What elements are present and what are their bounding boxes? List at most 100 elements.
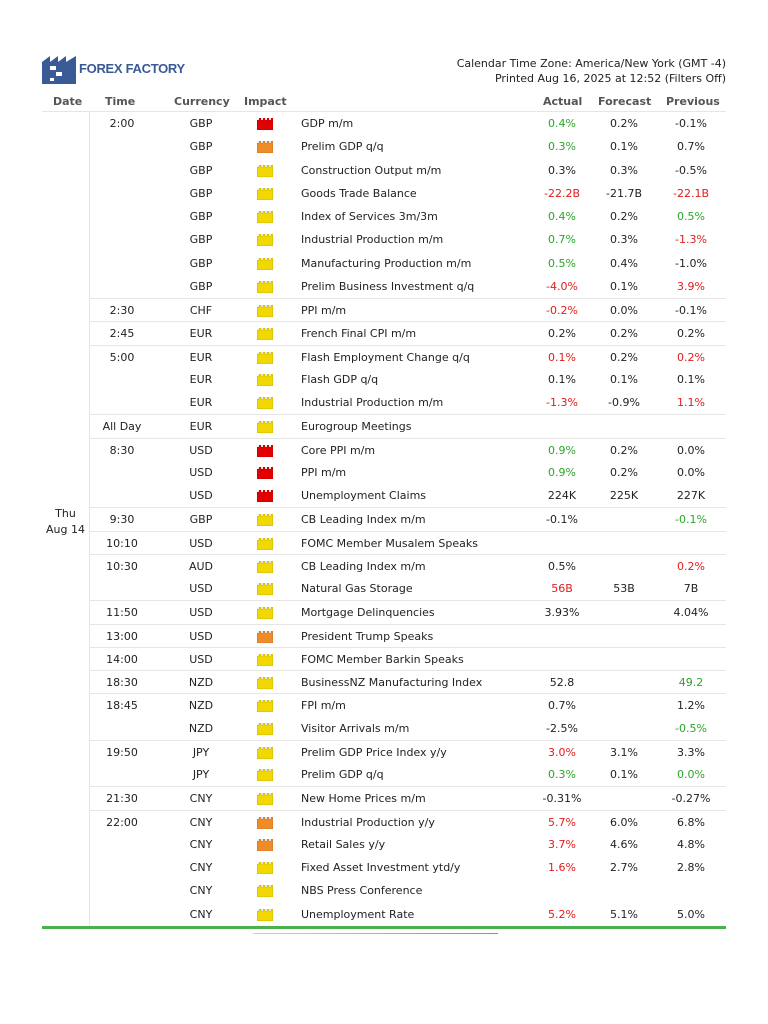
printed-label: Printed Aug 16, 2025 at 12:52 (Filters O… xyxy=(494,72,726,85)
impact-low-icon xyxy=(257,700,273,713)
event-title[interactable]: Prelim GDP Price Index y/y xyxy=(301,745,447,759)
event-row[interactable]: 2:45 EUR French Final CPI m/m 0.2% 0.2% 0.2% xyxy=(90,321,726,344)
event-row[interactable]: USD Natural Gas Storage 56B 53B 7B xyxy=(90,577,726,600)
event-row[interactable]: 13:00 USD President Trump Speaks xyxy=(90,623,726,647)
event-title[interactable]: Retail Sales y/y xyxy=(301,837,386,851)
impact-low-icon xyxy=(257,793,273,806)
event-title[interactable]: Industrial Production m/m xyxy=(301,233,444,247)
event-actual: 56B xyxy=(551,582,573,595)
footer-divider xyxy=(42,926,726,929)
event-row[interactable]: 2:30 CHF PPI m/m -0.2% 0.0% -0.1% xyxy=(90,298,726,321)
event-actual: 0.3% xyxy=(548,163,576,177)
event-title[interactable]: French Final CPI m/m xyxy=(301,327,417,341)
event-row[interactable]: 9:30 GBP CB Leading Index m/m -0.1% -0.1% xyxy=(90,507,726,530)
event-row[interactable]: 2:00 GBP GDP m/m 0.4% 0.2% -0.1% xyxy=(90,112,726,135)
event-row[interactable]: GBP Index of Services 3m/3m 0.4% 0.2% 0.5% xyxy=(90,205,726,228)
event-title[interactable]: NBS Press Conference xyxy=(301,884,423,898)
event-title[interactable]: Flash GDP q/q xyxy=(301,372,379,386)
date-day: Thu xyxy=(55,507,76,520)
impact-low-icon xyxy=(257,397,273,409)
event-row[interactable]: 10:10 USD FOMC Member Musalem Speaks xyxy=(90,530,726,554)
impact-low-icon xyxy=(257,908,273,921)
event-currency: USD xyxy=(189,652,213,666)
event-row[interactable]: 18:45 NZD FPI m/m 0.7% 1.2% xyxy=(90,693,726,716)
event-row[interactable]: GBP Construction Output m/m 0.3% 0.3% -0.5% xyxy=(90,159,726,182)
event-title[interactable]: GDP m/m xyxy=(301,117,354,130)
event-row[interactable]: JPY Prelim GDP q/q 0.3% 0.1% 0.0% xyxy=(90,763,726,786)
event-forecast: 5.1% xyxy=(610,907,638,921)
event-title[interactable]: BusinessNZ Manufacturing Index xyxy=(301,676,483,689)
event-row[interactable]: 21:30 CNY New Home Prices m/m -0.31% -0.27% xyxy=(90,786,726,809)
event-title[interactable]: New Home Prices m/m xyxy=(301,792,426,806)
event-previous: 227K xyxy=(676,489,706,502)
event-title[interactable]: Fixed Asset Investment ytd/y xyxy=(301,861,461,874)
event-title[interactable]: Eurogroup Meetings xyxy=(301,420,412,434)
event-title[interactable]: PPI m/m xyxy=(301,465,347,479)
event-title[interactable]: CB Leading Index m/m xyxy=(301,559,426,573)
event-forecast: 53B xyxy=(613,582,635,595)
event-title[interactable]: Construction Output m/m xyxy=(301,163,442,177)
event-previous: -0.5% xyxy=(675,721,707,735)
event-row[interactable]: All Day EUR Eurogroup Meetings xyxy=(90,414,726,437)
event-title[interactable]: PPI m/m xyxy=(301,304,347,317)
event-title[interactable]: Goods Trade Balance xyxy=(301,186,417,200)
event-row[interactable]: 22:00 CNY Industrial Production y/y 5.7% 6.0… xyxy=(90,809,726,833)
event-forecast: 0.3% xyxy=(610,163,638,177)
event-row[interactable]: GBP Prelim Business Investment q/q -4.0% 0.… xyxy=(90,275,726,298)
event-row[interactable]: CNY Unemployment Rate 5.2% 5.1% 5.0% xyxy=(90,903,726,926)
impact-low-icon xyxy=(257,373,273,386)
event-row[interactable]: GBP Industrial Production m/m 0.7% 0.3% -1.3… xyxy=(90,228,726,251)
event-row[interactable]: GBP Goods Trade Balance -22.2B -21.7B -22.1B xyxy=(90,182,726,205)
event-row[interactable]: EUR Industrial Production m/m -1.3% -0.9% 1.… xyxy=(90,391,726,414)
event-title[interactable]: Prelim GDP q/q xyxy=(301,140,384,154)
event-forecast: 0.2% xyxy=(610,210,638,223)
event-row[interactable]: 19:50 JPY Prelim GDP Price Index y/y 3.0% 3.… xyxy=(90,739,726,763)
event-row[interactable]: CNY Fixed Asset Investment ytd/y 1.6% 2.7% 2… xyxy=(90,856,726,879)
event-title[interactable]: Manufacturing Production m/m xyxy=(301,256,472,270)
event-title[interactable]: FOMC Member Barkin Speaks xyxy=(301,652,464,666)
event-currency: CNY xyxy=(189,815,213,829)
event-previous: -22.1B xyxy=(672,186,709,200)
event-row[interactable]: EUR Flash GDP q/q 0.1% 0.1% 0.1% xyxy=(90,368,726,391)
event-title[interactable]: Unemployment Claims xyxy=(301,489,427,502)
event-title[interactable]: CB Leading Index m/m xyxy=(301,513,426,527)
event-actual: 5.7% xyxy=(548,815,576,829)
event-title[interactable]: FPI m/m xyxy=(301,699,346,713)
event-title[interactable]: Prelim Business Investment q/q xyxy=(301,279,475,293)
event-row[interactable]: 14:00 USD FOMC Member Barkin Speaks xyxy=(90,646,726,670)
event-title[interactable]: Natural Gas Storage xyxy=(301,582,413,595)
event-row[interactable]: 18:30 NZD BusinessNZ Manufacturing Index 52… xyxy=(90,670,726,693)
event-title[interactable]: Prelim GDP q/q xyxy=(301,768,384,781)
event-row[interactable]: 5:00 EUR Flash Employment Change q/q 0.1% 0.… xyxy=(90,344,726,368)
event-previous: 49.2 xyxy=(678,676,704,689)
event-row[interactable]: CNY Retail Sales y/y 3.7% 4.6% 4.8% xyxy=(90,833,726,856)
event-previous: -0.1% xyxy=(675,304,707,317)
event-row[interactable]: CNY NBS Press Conference xyxy=(90,879,726,902)
event-title[interactable]: Industrial Production m/m xyxy=(301,396,444,409)
event-currency: NZD xyxy=(188,676,214,689)
event-title[interactable]: Mortgage Delinquencies xyxy=(301,606,435,620)
event-title[interactable]: Index of Services 3m/3m xyxy=(301,210,438,223)
event-forecast: 0.2% xyxy=(610,443,638,457)
event-previous: 0.0% xyxy=(677,768,705,781)
event-row[interactable]: NZD Visitor Arrivals m/m -2.5% -0.5% xyxy=(90,717,726,740)
event-row[interactable]: USD Unemployment Claims 224K 225K 227K xyxy=(90,484,726,507)
event-title[interactable]: Core PPI m/m xyxy=(301,443,376,457)
event-row[interactable]: 8:30 USD Core PPI m/m 0.9% 0.2% 0.0% xyxy=(90,437,726,461)
event-row[interactable]: GBP Manufacturing Production m/m 0.5% 0.4% -… xyxy=(90,252,726,275)
event-title[interactable]: Visitor Arrivals m/m xyxy=(301,721,410,735)
event-currency: USD xyxy=(189,536,213,550)
impact-high-icon xyxy=(257,444,273,457)
event-row[interactable]: GBP Prelim GDP q/q 0.3% 0.1% 0.7% xyxy=(90,135,726,158)
event-row[interactable]: 10:30 AUD CB Leading Index m/m 0.5% 0.2% xyxy=(90,553,726,577)
event-title[interactable]: Industrial Production y/y xyxy=(301,815,435,829)
event-forecast: 0.1% xyxy=(610,279,638,293)
event-row[interactable]: USD PPI m/m 0.9% 0.2% 0.0% xyxy=(90,461,726,484)
event-title[interactable]: Unemployment Rate xyxy=(301,907,415,921)
event-actual: 0.4% xyxy=(548,210,576,223)
event-title[interactable]: FOMC Member Musalem Speaks xyxy=(301,536,478,550)
event-currency: CNY xyxy=(189,792,213,806)
event-title[interactable]: Flash Employment Change q/q xyxy=(301,350,470,364)
event-row[interactable]: 11:50 USD Mortgage Delinquencies 3.93% 4.04% xyxy=(90,600,726,623)
event-title[interactable]: President Trump Speaks xyxy=(301,629,434,643)
